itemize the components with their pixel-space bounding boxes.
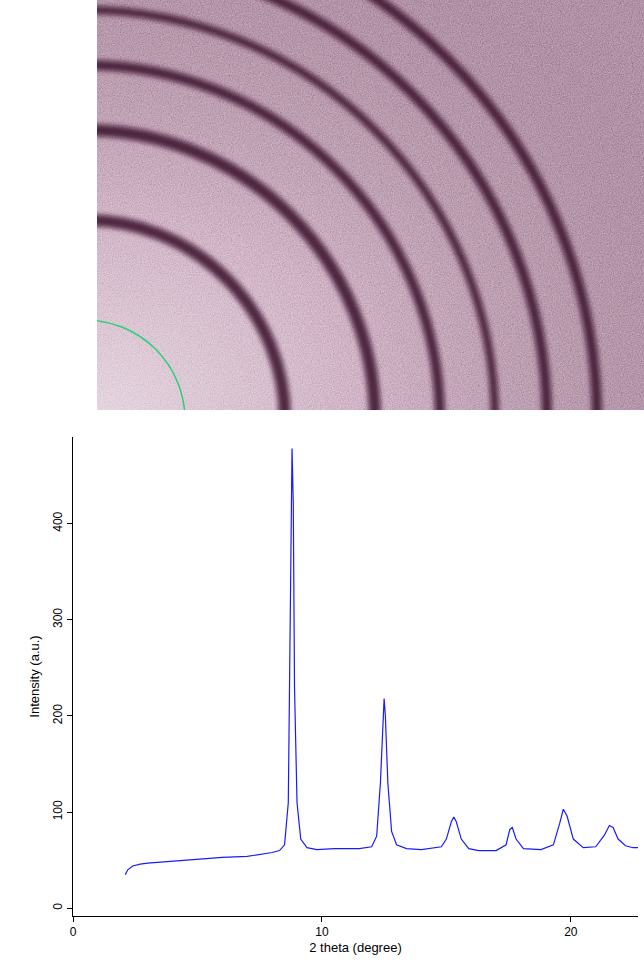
svg-text:400: 400 [51, 511, 65, 531]
svg-text:0: 0 [51, 903, 65, 910]
svg-text:300: 300 [51, 608, 65, 628]
svg-text:2 theta (degree): 2 theta (degree) [309, 940, 402, 955]
svg-text:20: 20 [564, 925, 578, 939]
svg-text:200: 200 [51, 704, 65, 724]
svg-text:10: 10 [315, 925, 329, 939]
svg-text:Intensity (a.u.): Intensity (a.u.) [27, 635, 42, 717]
svg-text:0: 0 [70, 925, 77, 939]
svg-text:100: 100 [51, 800, 65, 820]
